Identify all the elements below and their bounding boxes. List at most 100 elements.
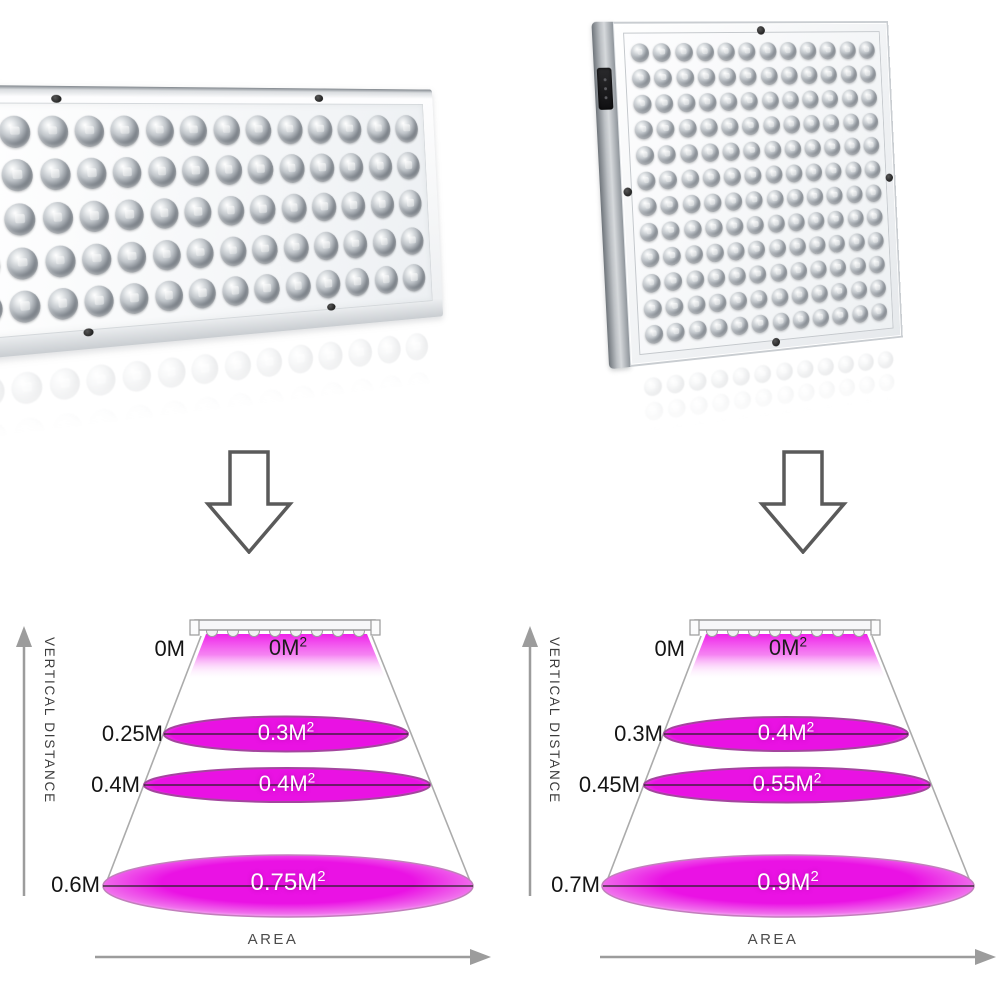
led-dome-icon (844, 160, 862, 180)
lamp-cap-left (689, 619, 700, 636)
led-dome-icon (370, 190, 395, 219)
led-dome-icon (6, 246, 39, 281)
cone-edge-right (871, 635, 973, 887)
led-dome-icon (760, 66, 778, 85)
led-dome-icon (711, 393, 730, 414)
area-label: 0.55M2 (717, 771, 857, 797)
down-arrow-icon (758, 450, 848, 554)
led-dome-icon (879, 396, 897, 416)
led-dome-icon (214, 155, 243, 186)
led-dome-icon (767, 213, 785, 233)
led-dome-icon (112, 157, 143, 189)
led-dome-icon (772, 311, 790, 332)
led-dome-icon (733, 390, 752, 411)
led-dome-icon (78, 200, 110, 233)
led-dome-icon (124, 403, 155, 438)
led-dome-icon (51, 411, 84, 447)
led-dome-icon (221, 275, 250, 308)
led-dome-icon (679, 143, 698, 163)
led-dome-icon (864, 159, 881, 179)
led-dome-icon (147, 156, 177, 188)
led-dome-icon (769, 262, 788, 282)
led-dome-icon (751, 313, 770, 334)
distance-label: 0M (654, 636, 685, 661)
led-dome-icon (689, 395, 709, 417)
lamp-glow (188, 634, 386, 680)
led-dome-icon (666, 321, 686, 342)
cone-edge-right (371, 635, 473, 887)
distance-label: 0M (154, 636, 185, 661)
led-dome-icon (668, 423, 688, 444)
led-dome-icon (307, 115, 334, 144)
led-dome-icon (847, 208, 864, 228)
area-exponent: 2 (307, 770, 316, 786)
led-dome-icon (685, 269, 705, 290)
led-dome-icon (394, 114, 419, 143)
led-dome-icon (878, 373, 896, 393)
led-dome-icon (699, 117, 718, 137)
led-dome-icon (276, 115, 303, 145)
area-axis-arrowhead-icon (470, 949, 491, 965)
led-dome-icon (345, 267, 371, 298)
led-dome-icon (851, 304, 869, 324)
led-dome-icon (841, 88, 859, 107)
led-dome-icon (44, 244, 77, 278)
led-dome-icon (400, 226, 425, 256)
led-dome-icon (762, 115, 781, 135)
led-dome-icon (867, 231, 884, 250)
led-dome-icon (251, 233, 279, 265)
led-dome-icon (839, 401, 857, 422)
led-dome-icon (675, 67, 695, 87)
led-dome-icon (698, 92, 717, 112)
led-dome-icon (865, 183, 882, 202)
led-dome-icon (849, 256, 866, 276)
led-dome-icon (709, 317, 728, 338)
led-dome-icon (398, 189, 423, 218)
led-dome-icon (652, 42, 672, 62)
screw-icon (885, 173, 894, 183)
led-dome-icon (645, 426, 665, 447)
led-dome-icon (119, 282, 150, 316)
screw-icon (326, 303, 336, 311)
coverage-cone-graphic (16, 619, 491, 965)
led-dome-icon (861, 112, 879, 131)
led-dome-icon (676, 93, 696, 113)
led-dome-icon (863, 136, 880, 155)
led-dome-icon (154, 280, 184, 313)
led-dome-icon (745, 190, 764, 210)
led-dome-icon (405, 332, 429, 362)
led-grid (624, 32, 893, 354)
power-socket-icon (596, 67, 614, 110)
led-dome-icon (244, 115, 273, 145)
led-dome-icon (278, 154, 306, 184)
led-dome-icon (837, 354, 855, 375)
led-dome-icon (73, 115, 105, 147)
led-dome-icon (81, 242, 113, 276)
led-dome-icon (181, 155, 211, 187)
led-dome-icon (76, 157, 108, 190)
area-exponent: 2 (799, 634, 808, 650)
area-label: 0.9M2 (703, 869, 873, 898)
led-dome-icon (117, 240, 148, 274)
coverage-cone-graphic (522, 619, 996, 965)
led-dome-icon (791, 285, 809, 305)
led-dome-icon (776, 385, 794, 406)
area-exponent: 2 (806, 719, 815, 735)
led-dome-icon (41, 201, 74, 235)
led-dome-icon (402, 263, 427, 293)
vertical-axis-arrowhead-icon (522, 626, 538, 647)
area-axis-label: AREA (747, 931, 799, 948)
led-dome-icon (850, 280, 868, 300)
led-dome-icon (832, 305, 849, 326)
led-dome-icon (678, 118, 697, 138)
led-dome-icon (722, 141, 741, 161)
led-dome-icon (0, 159, 34, 193)
led-dome-icon (785, 163, 803, 183)
led-dome-icon (744, 165, 763, 185)
led-dome-icon (39, 158, 72, 192)
led-dome-icon (85, 363, 117, 398)
led-dome-icon (830, 281, 848, 301)
led-dome-icon (713, 417, 732, 438)
led-dome-icon (159, 399, 189, 433)
led-dome-icon (109, 115, 141, 147)
